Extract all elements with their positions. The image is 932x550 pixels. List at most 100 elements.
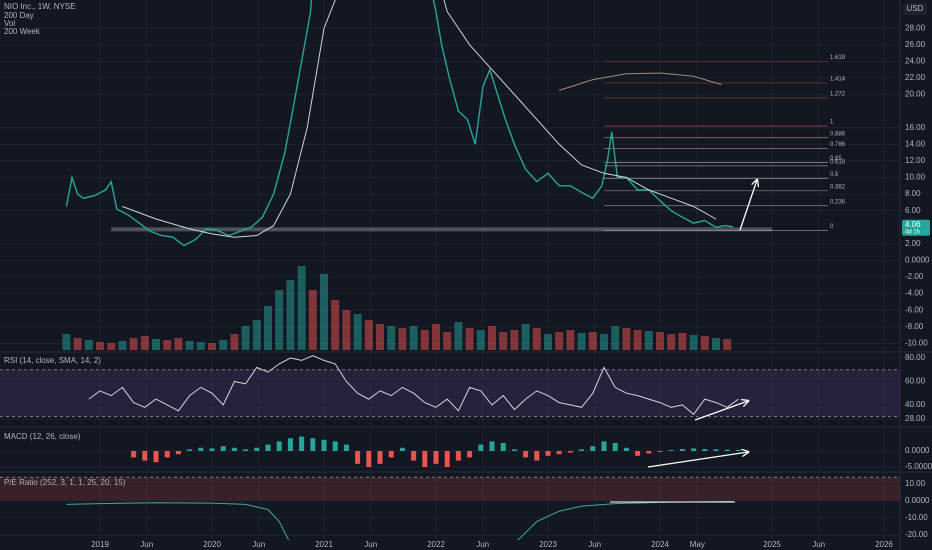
legend-entry: Vol	[4, 19, 15, 28]
band	[0, 369, 900, 417]
bar	[264, 306, 273, 350]
bar	[700, 336, 709, 350]
bar	[543, 334, 552, 350]
bar	[499, 332, 508, 350]
bar	[399, 447, 405, 451]
fib-label: 0.236	[830, 199, 846, 205]
fib-label: 0.886	[830, 131, 846, 137]
fib-label: 1.618	[830, 55, 846, 61]
fib-label: 0	[830, 224, 834, 230]
bar	[735, 450, 741, 451]
bar	[185, 341, 194, 350]
bar	[555, 332, 564, 350]
bar	[420, 330, 429, 350]
arrow	[647, 452, 748, 468]
bar	[118, 341, 127, 350]
bar	[142, 450, 148, 461]
fib-label: 1.272	[830, 91, 846, 97]
y-tick-label: 2.00	[905, 239, 921, 248]
bar	[679, 449, 685, 451]
y-tick-label: 20.00	[905, 90, 926, 99]
bar	[265, 444, 271, 451]
y-tick-label: 8.00	[905, 189, 921, 198]
bar	[342, 310, 351, 350]
bar	[243, 449, 249, 451]
bar	[353, 314, 362, 350]
bar	[409, 326, 418, 350]
y-tick-label: -8.00	[905, 322, 924, 331]
bar	[579, 449, 585, 451]
bar	[590, 446, 596, 451]
bar	[387, 326, 396, 350]
bar	[633, 330, 642, 350]
x-tick-label: Jun	[252, 540, 265, 549]
bar	[241, 326, 250, 350]
bar	[84, 340, 93, 350]
bar	[476, 330, 485, 350]
bar	[545, 450, 551, 456]
bar	[566, 330, 575, 350]
fib-label: 1.414	[830, 77, 846, 83]
bar	[411, 450, 417, 461]
price-tag-label: 4.06	[905, 220, 921, 229]
bar	[556, 450, 562, 455]
bar	[140, 336, 149, 350]
bar	[164, 450, 170, 458]
bar	[478, 444, 484, 451]
y-tick-label: 6.00	[905, 206, 921, 215]
currency-box	[903, 3, 927, 15]
bar	[534, 450, 540, 461]
y-tick-label: -20.00	[905, 530, 928, 539]
y-tick-label: 0.0000	[905, 446, 930, 455]
fib-label: 0.618	[830, 159, 846, 165]
bar	[364, 320, 373, 350]
bar	[487, 326, 496, 350]
bar	[465, 328, 474, 350]
bar	[611, 326, 620, 350]
x-tick-label: Jun	[588, 540, 601, 549]
bar	[521, 324, 530, 350]
bar	[287, 438, 293, 451]
bar	[577, 333, 586, 350]
bar	[691, 448, 697, 451]
y-tick-label: 0.0000	[905, 496, 930, 505]
bar	[422, 450, 428, 467]
bar	[612, 442, 618, 451]
bar	[355, 450, 361, 464]
bar	[187, 449, 193, 451]
y-tick-label: 26.00	[905, 40, 926, 49]
x-tick-label: 2023	[539, 540, 557, 549]
pane-title: P/E Ratio (252, 3, 1, 1, 25, 20, 15)	[4, 478, 126, 487]
bar	[668, 450, 674, 451]
legend-entry: 200 Week	[4, 27, 41, 36]
bar	[310, 438, 316, 451]
bar	[635, 450, 641, 456]
bar	[299, 436, 305, 451]
bar	[523, 450, 529, 458]
bar	[230, 334, 239, 350]
bar	[489, 441, 495, 451]
bar	[702, 449, 708, 451]
y-tick-label: -5.0000	[905, 462, 932, 471]
bar	[723, 339, 732, 350]
pane	[0, 436, 900, 468]
pane	[62, 266, 732, 350]
y-tick-label: -4.00	[905, 289, 924, 298]
bar	[220, 446, 226, 451]
bar	[129, 338, 138, 350]
bar	[657, 450, 663, 452]
bar	[711, 338, 720, 350]
bar	[174, 338, 183, 350]
x-tick-label: May	[690, 540, 705, 549]
y-tick-label: -2.00	[905, 272, 924, 281]
bar	[219, 340, 228, 350]
y-tick-label: 40.00	[905, 400, 926, 409]
y-tick-label: 28.00	[905, 414, 926, 423]
pane	[0, 0, 900, 344]
price-tag	[902, 219, 930, 236]
x-tick-label: 2025	[763, 540, 781, 549]
bar	[443, 332, 452, 350]
bar	[73, 338, 82, 350]
